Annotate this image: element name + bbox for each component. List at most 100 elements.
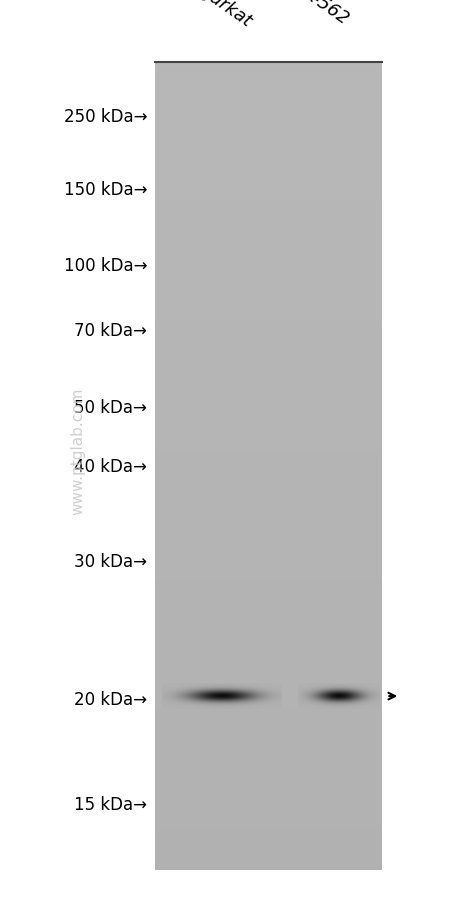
Bar xyxy=(155,571,381,580)
Bar xyxy=(155,482,381,491)
Bar xyxy=(155,620,381,628)
Bar xyxy=(155,207,381,216)
Text: 30 kDa→: 30 kDa→ xyxy=(74,552,147,570)
Bar xyxy=(155,434,381,443)
Bar xyxy=(155,563,381,572)
Bar xyxy=(155,628,381,636)
Bar xyxy=(155,281,381,290)
Bar xyxy=(155,595,381,604)
Bar xyxy=(155,143,381,152)
Bar xyxy=(155,183,381,192)
Bar xyxy=(155,450,381,459)
Bar xyxy=(155,385,381,394)
Text: 150 kDa→: 150 kDa→ xyxy=(63,180,147,198)
Bar xyxy=(155,289,381,298)
Bar xyxy=(155,635,381,644)
Bar xyxy=(155,264,381,273)
Bar xyxy=(155,256,381,265)
Bar xyxy=(155,845,381,854)
Bar xyxy=(155,757,381,766)
Text: 100 kDa→: 100 kDa→ xyxy=(63,257,147,275)
Bar xyxy=(155,796,381,805)
Bar xyxy=(155,474,381,483)
Bar xyxy=(155,216,381,225)
Bar xyxy=(155,829,381,838)
Bar xyxy=(155,336,381,345)
Text: K-562: K-562 xyxy=(300,0,352,29)
Bar xyxy=(155,361,381,370)
Bar xyxy=(155,724,381,733)
Bar xyxy=(155,506,381,515)
Bar xyxy=(155,393,381,402)
Bar xyxy=(155,410,381,419)
Bar xyxy=(155,199,381,208)
Bar xyxy=(155,490,381,499)
Text: www.ptglab.com: www.ptglab.com xyxy=(71,387,85,515)
Text: Jurkat: Jurkat xyxy=(203,0,256,29)
Bar xyxy=(155,426,381,435)
Bar xyxy=(155,369,381,378)
Text: 250 kDa→: 250 kDa→ xyxy=(63,108,147,126)
Text: 40 kDa→: 40 kDa→ xyxy=(74,457,147,475)
Bar xyxy=(155,603,381,612)
Bar xyxy=(155,821,381,830)
Bar xyxy=(155,159,381,168)
Bar xyxy=(155,465,381,474)
Bar xyxy=(155,773,381,782)
Bar xyxy=(155,813,381,822)
Bar xyxy=(155,749,381,758)
Bar xyxy=(155,708,381,717)
Bar xyxy=(155,135,381,143)
Bar xyxy=(155,514,381,523)
Bar xyxy=(155,700,381,709)
Bar xyxy=(155,538,381,548)
Bar xyxy=(155,805,381,814)
Bar xyxy=(155,377,381,386)
Bar xyxy=(155,684,381,693)
Bar xyxy=(155,103,381,112)
Bar xyxy=(155,458,381,467)
Bar xyxy=(155,530,381,539)
Text: 20 kDa→: 20 kDa→ xyxy=(74,690,147,708)
Bar xyxy=(155,304,381,313)
Bar xyxy=(155,248,381,257)
Bar xyxy=(155,78,381,87)
Bar xyxy=(155,659,381,668)
Bar xyxy=(155,781,381,790)
Bar xyxy=(155,643,381,652)
Bar xyxy=(155,320,381,329)
Bar xyxy=(155,861,381,870)
Bar xyxy=(155,240,381,249)
Bar xyxy=(155,651,381,660)
Text: 70 kDa→: 70 kDa→ xyxy=(74,322,147,340)
Bar xyxy=(155,587,381,596)
Bar xyxy=(155,788,381,797)
Bar xyxy=(155,667,381,676)
Bar xyxy=(155,297,381,305)
Bar xyxy=(155,547,381,556)
Bar xyxy=(155,401,381,410)
Bar xyxy=(155,498,381,507)
Bar xyxy=(155,612,381,621)
Bar xyxy=(155,232,381,241)
Bar xyxy=(155,732,381,741)
Bar xyxy=(155,345,381,354)
Bar xyxy=(155,741,381,750)
Bar xyxy=(155,95,381,104)
Text: 50 kDa→: 50 kDa→ xyxy=(74,399,147,417)
Bar xyxy=(155,765,381,774)
Bar xyxy=(155,555,381,564)
Bar xyxy=(155,87,381,96)
Bar xyxy=(155,579,381,588)
Bar xyxy=(155,111,381,120)
Bar xyxy=(155,312,381,321)
Bar xyxy=(155,119,381,128)
Bar xyxy=(155,272,381,281)
Bar xyxy=(155,853,381,862)
Bar xyxy=(155,522,381,531)
Bar xyxy=(155,676,381,685)
Bar xyxy=(155,62,381,71)
Bar xyxy=(155,70,381,79)
Bar xyxy=(155,418,381,427)
Bar xyxy=(155,328,381,337)
